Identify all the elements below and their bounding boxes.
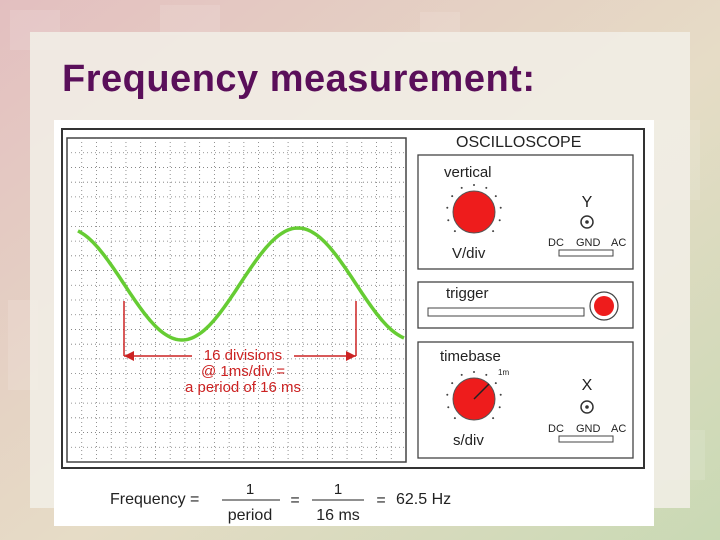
knob-tick: [453, 230, 456, 233]
period-marker: [123, 301, 357, 357]
frequency-formula: Frequency = 1 period = 1 16 ms = 62.5 Hz: [110, 481, 451, 524]
timebase-knob-mark: 1m: [498, 368, 509, 377]
knob-tick: [498, 219, 501, 222]
vertical-unit-label: V/div: [452, 245, 486, 262]
knob-tick: [460, 373, 463, 376]
knob-tick: [498, 406, 501, 409]
timebase-label: timebase: [440, 348, 501, 365]
period-arrow-right: [346, 351, 356, 361]
slide-title: Frequency measurement:: [62, 58, 536, 100]
knob-tick: [460, 186, 463, 189]
annotation-line-2: @ 1ms/div =: [201, 363, 285, 380]
timebase-knob-ticks: [446, 371, 502, 420]
oscilloscope-title: OSCILLOSCOPE: [456, 134, 581, 151]
knob-tick: [473, 184, 475, 186]
knob-tick: [446, 393, 449, 396]
trigger-level-slider[interactable]: [427, 307, 585, 317]
period-arrow-left: [124, 351, 134, 361]
knob-tick: [485, 373, 488, 376]
waveform-trace: [77, 226, 405, 342]
knob-tick: [451, 382, 454, 385]
formula-result: 62.5 Hz: [396, 491, 451, 508]
y-switch-gnd[interactable]: GND: [576, 237, 601, 249]
trigger-label: trigger: [446, 285, 489, 302]
knob-tick: [494, 382, 497, 385]
knob-tick: [485, 186, 488, 189]
vertical-knob-ticks: [446, 184, 502, 233]
x-switch-ac[interactable]: AC: [611, 423, 626, 435]
y-coupling-switch[interactable]: [558, 249, 614, 257]
timebase-unit-label: s/div: [453, 432, 484, 449]
formula-frac2-denominator: 16 ms: [316, 507, 360, 524]
vertical-label: vertical: [444, 164, 492, 181]
y-channel-label: Y: [582, 194, 593, 211]
knob-tick: [494, 195, 497, 198]
timebase-knob-pointer: [473, 383, 490, 400]
knob-tick: [492, 417, 495, 420]
oscilloscope-figure: 16 divisions @ 1ms/div = a period of 16 …: [54, 120, 654, 526]
x-switch-gnd[interactable]: GND: [576, 423, 601, 435]
x-input-jack-center: [585, 405, 589, 409]
knob-tick: [499, 393, 502, 396]
formula-lhs: Frequency =: [110, 491, 199, 508]
x-coupling-switch[interactable]: [558, 435, 614, 443]
formula-frac1-numerator: 1: [246, 481, 254, 498]
formula-frac2-numerator: 1: [334, 481, 342, 498]
knob-tick: [446, 206, 449, 209]
knob-tick: [492, 230, 495, 233]
knob-tick: [447, 406, 450, 409]
knob-tick: [499, 206, 502, 209]
knob-tick: [447, 219, 450, 222]
knob-tick: [453, 417, 456, 420]
annotation-line-1: 16 divisions: [204, 347, 282, 364]
vertical-knob[interactable]: [452, 190, 496, 234]
formula-frac1-denominator: period: [228, 507, 272, 524]
knob-tick: [473, 371, 475, 373]
trigger-knob[interactable]: [594, 296, 614, 316]
y-input-jack-center: [585, 220, 589, 224]
x-channel-label: X: [582, 377, 593, 394]
knob-tick: [451, 195, 454, 198]
annotation-line-3: a period of 16 ms: [185, 379, 301, 396]
formula-equals-3: =: [376, 492, 385, 509]
x-switch-dc[interactable]: DC: [548, 423, 564, 435]
formula-equals-2: =: [290, 492, 299, 509]
y-switch-dc[interactable]: DC: [548, 237, 564, 249]
y-switch-ac[interactable]: AC: [611, 237, 626, 249]
